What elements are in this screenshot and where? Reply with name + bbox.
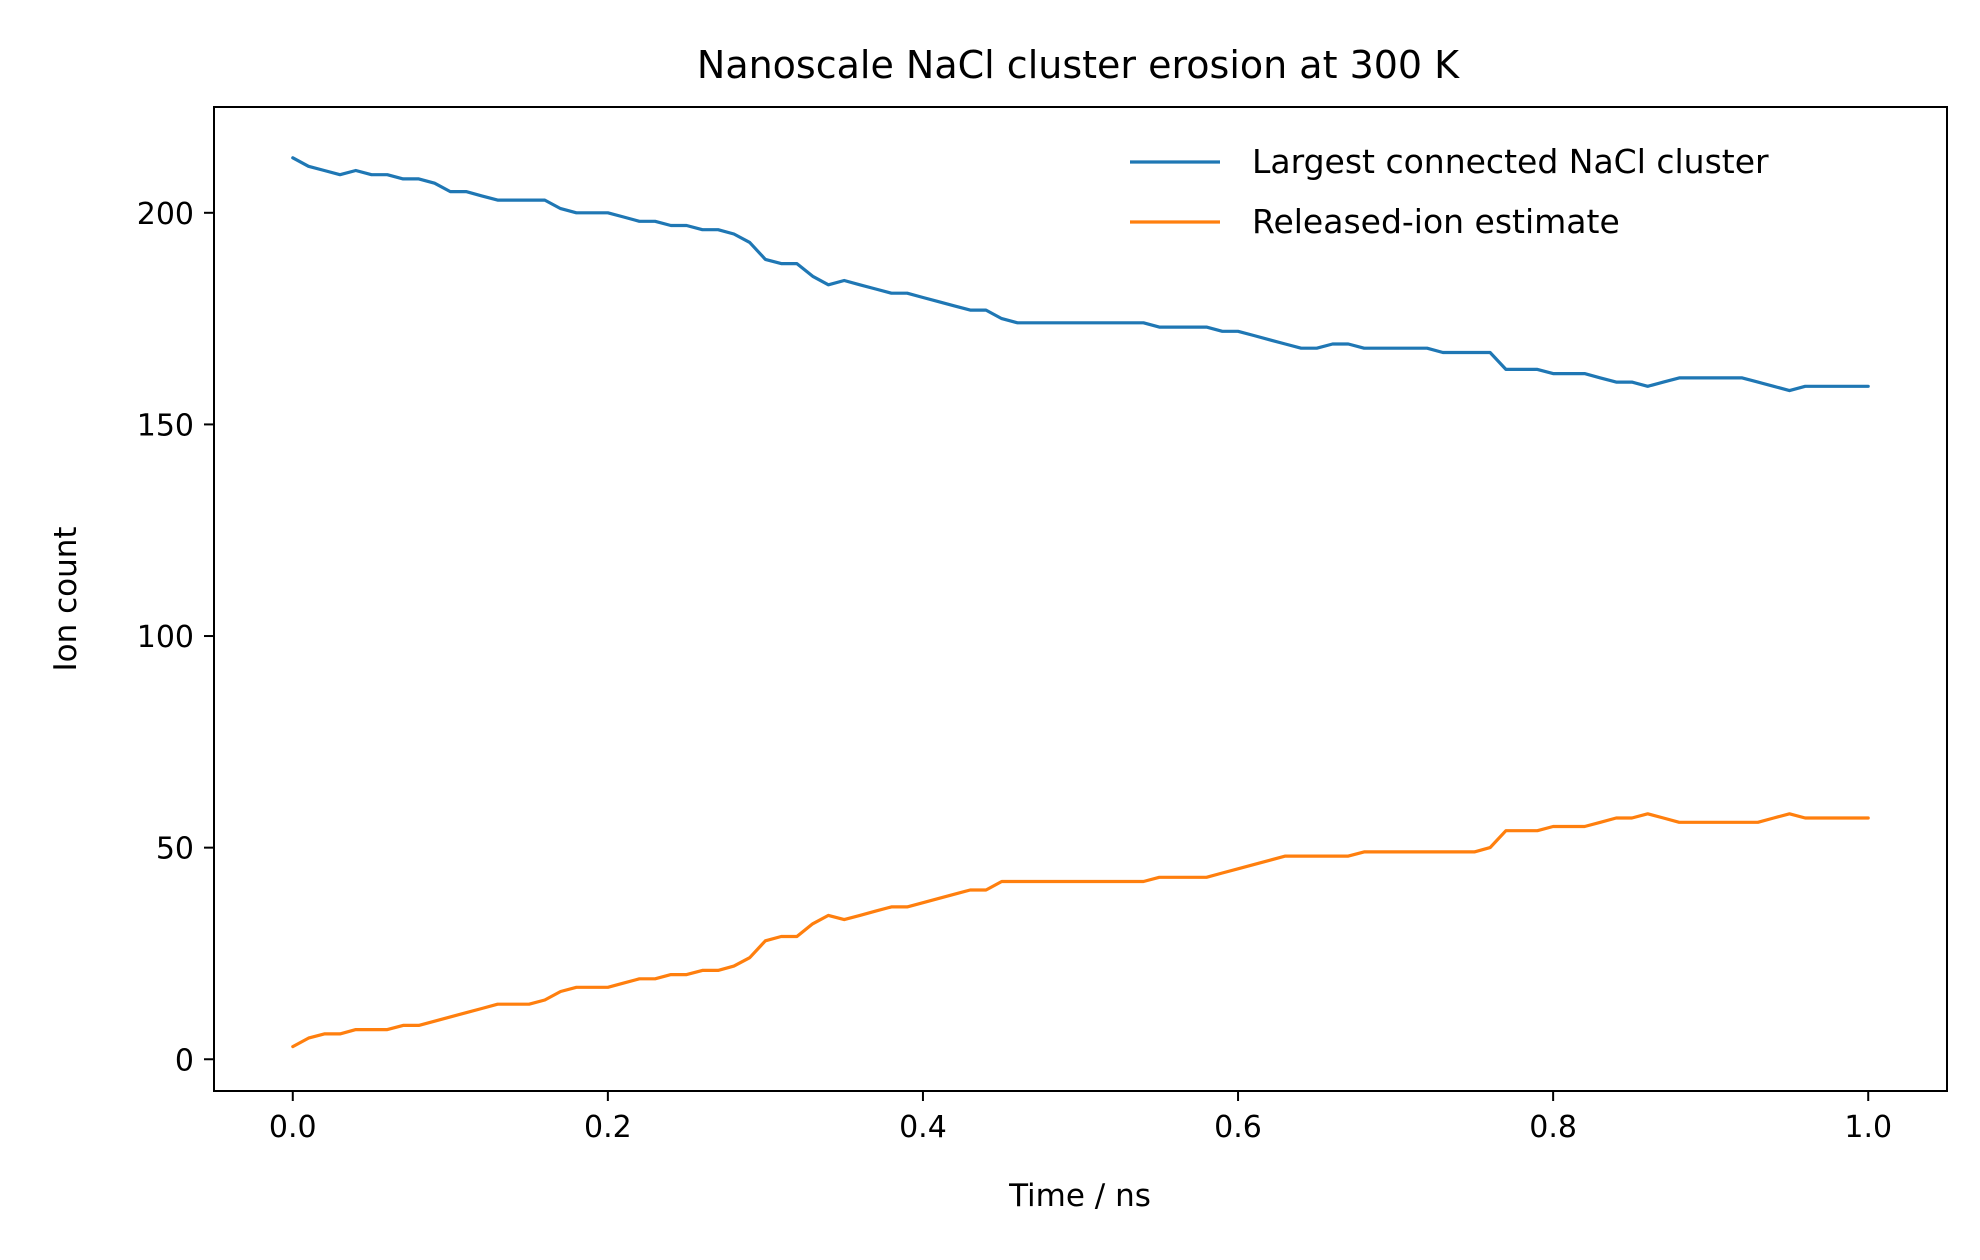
y-tick-label: 50 (156, 832, 194, 867)
y-tick-label: 100 (137, 620, 194, 655)
y-axis: 0 50 100 150 200 (137, 197, 214, 1078)
x-axis-label: Time / ns (1008, 1178, 1151, 1214)
x-tick-label: 1.0 (1844, 1110, 1892, 1145)
x-tick-label: 0.4 (899, 1110, 947, 1145)
x-tick-label: 0.0 (269, 1110, 317, 1145)
x-tick-label: 0.8 (1529, 1110, 1577, 1145)
y-axis-label: Ion count (48, 526, 84, 671)
series-line-2 (291, 812, 1870, 1049)
plot-frame (213, 106, 1948, 1092)
plot-area (213, 106, 1948, 1092)
series-layer (291, 156, 1870, 1049)
legend: Largest connected NaCl cluster Released-i… (1130, 142, 1769, 241)
y-tick-label: 150 (137, 408, 194, 443)
series-line-1 (291, 156, 1870, 393)
legend-label-1: Largest connected NaCl cluster (1252, 142, 1769, 181)
x-axis: 0.0 0.2 0.4 0.6 0.8 1.0 (269, 1091, 1892, 1145)
plot-background (214, 107, 1947, 1091)
chart-title: Nanoscale NaCl cluster erosion at 300 K (697, 43, 1460, 87)
y-tick-label: 0 (175, 1043, 194, 1078)
legend-label-2: Released-ion estimate (1252, 202, 1620, 241)
x-tick-label: 0.2 (584, 1110, 632, 1145)
y-tick-label: 200 (137, 197, 194, 232)
x-tick-label: 0.6 (1214, 1110, 1262, 1145)
